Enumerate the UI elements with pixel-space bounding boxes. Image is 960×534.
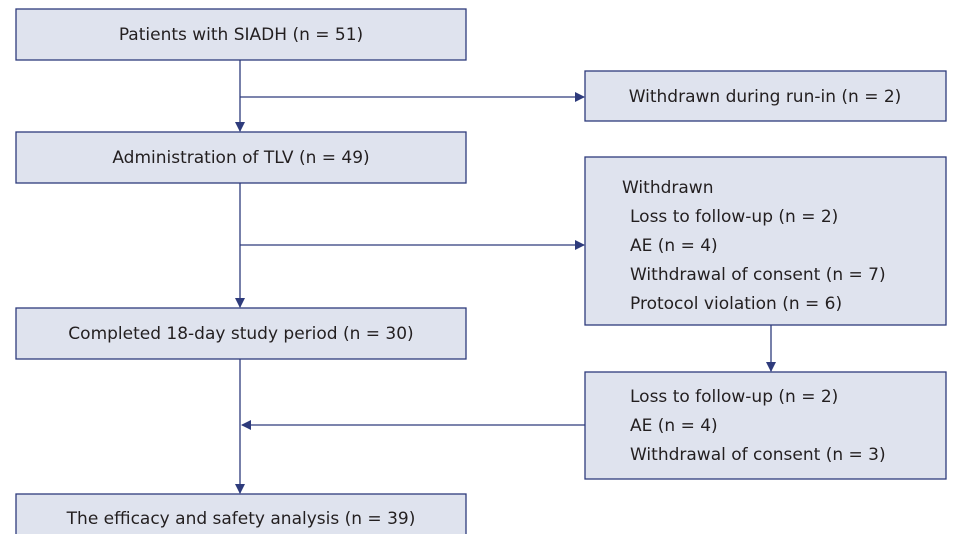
box-item: Loss to follow-up (n = 2) <box>630 207 838 227</box>
box-label: Completed 18-day study period (n = 30) <box>68 324 413 344</box>
box <box>15 131 467 184</box>
box-item: AE (n = 4) <box>630 236 718 256</box>
box-label: Withdrawn <box>622 178 713 198</box>
box-item: Loss to follow-up (n = 2) <box>630 387 838 407</box>
box <box>584 371 947 480</box>
box <box>15 493 467 534</box>
box <box>15 8 467 61</box>
box <box>584 70 947 122</box>
box-label: Administration of TLV (n = 49) <box>112 148 369 168</box>
box <box>584 156 947 326</box>
box-item: Withdrawal of consent (n = 7) <box>630 265 886 285</box>
box-item: Withdrawal of consent (n = 3) <box>630 445 886 465</box>
box <box>15 307 467 360</box>
box-label: The efficacy and safety analysis (n = 39… <box>66 509 416 529</box>
box-label: Withdrawn during run-in (n = 2) <box>629 87 902 107</box>
box-item: Protocol violation (n = 6) <box>630 294 842 314</box>
box-label: Patients with SIADH (n = 51) <box>119 25 363 45</box>
box-item: AE (n = 4) <box>630 416 718 436</box>
